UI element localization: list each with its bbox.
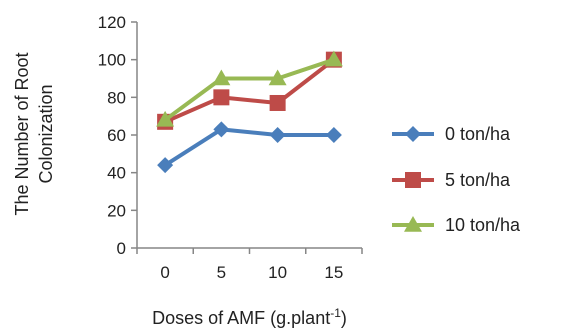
legend-marker [405,126,421,142]
y-tick-label: 0 [117,239,126,258]
series-line [164,58,336,124]
x-axis-title-main: Doses of AMF (g.plant [152,308,330,328]
legend-entry: 5 ton/ha [392,170,511,190]
data-point [269,94,286,111]
y-axis-title-line-2: Colonization [36,84,56,183]
x-tick-label: 0 [160,263,169,282]
series-layer [156,50,343,174]
series-2 [157,51,342,130]
legend-label: 10 ton/ha [445,215,521,235]
y-tick-label: 60 [107,126,126,145]
legend-entry: 0 ton/ha [392,124,511,144]
data-point [268,69,287,86]
data-point [325,127,342,143]
x-axis-title-suffix: ) [341,308,347,328]
x-tick-label: 15 [324,263,343,282]
y-tick-label: 40 [107,164,126,183]
data-point [213,121,230,138]
legend-label: 5 ton/ha [445,170,511,190]
series-1 [157,121,342,174]
y-tick-label: 100 [98,51,126,70]
y-tick-label: 20 [107,201,126,220]
series-line [163,57,335,122]
x-axis-title-superscript: -1 [330,306,341,320]
legend-entry: 10 ton/ha [392,215,521,235]
y-axis-ticks: 0 20 40 60 80 100 120 [98,13,137,258]
x-axis-ticks: 0 5 10 15 [136,248,363,282]
data-point [156,110,175,127]
y-axis-title: The Number of Root Colonization [12,52,56,215]
x-tick-label: 10 [268,263,287,282]
data-point [157,157,174,174]
y-tick-label: 120 [98,13,126,32]
x-axis-title: Doses of AMF (g.plant-1) [152,306,347,328]
data-point [324,50,343,67]
y-axis-title-line-1: The Number of Root [12,52,32,215]
legend-marker [404,216,422,232]
series-line [164,127,334,167]
data-point [213,89,230,106]
data-point [269,127,286,143]
legend: 0 ton/ha 5 ton/ha 10 ton/ha [392,124,521,235]
series-3 [156,50,343,127]
data-point [212,69,231,86]
y-tick-label: 80 [107,88,126,107]
x-tick-label: 5 [217,263,226,282]
legend-label: 0 ton/ha [445,124,511,144]
legend-marker [405,172,421,188]
